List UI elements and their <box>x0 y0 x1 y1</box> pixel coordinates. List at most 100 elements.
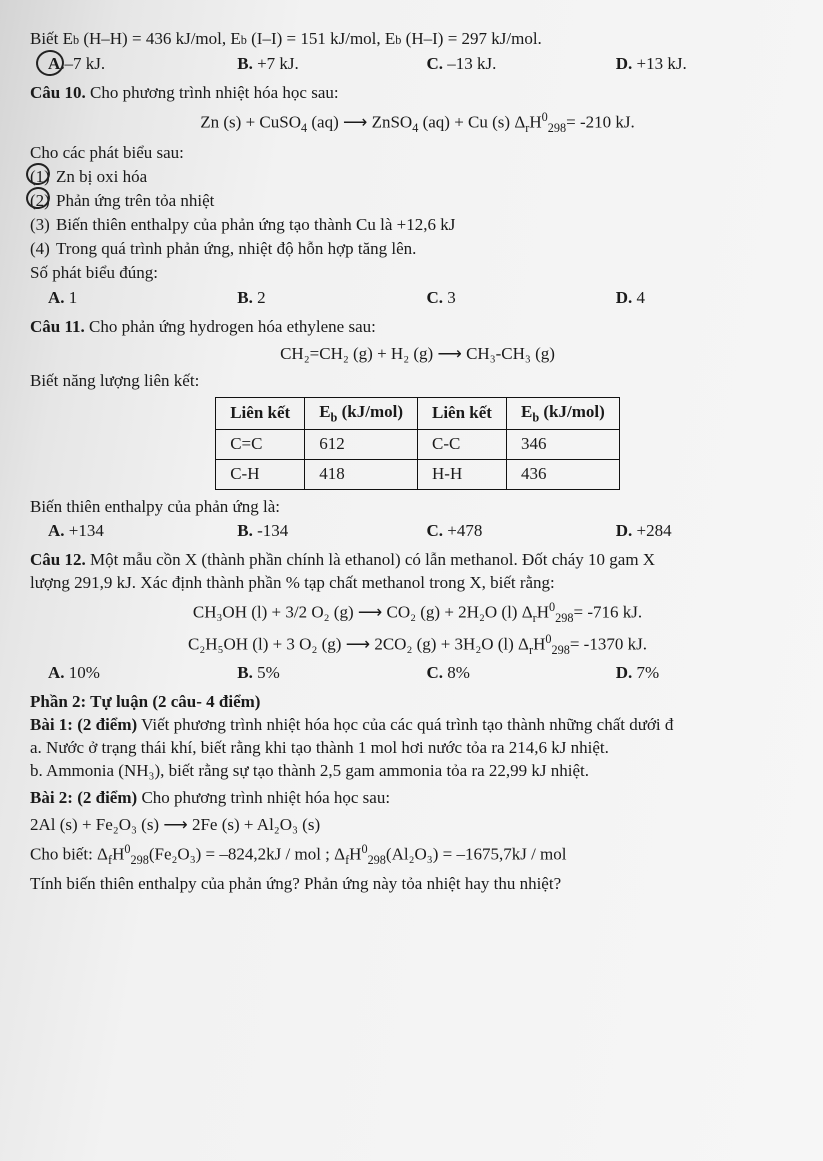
q11-title: Câu 11. <box>30 317 85 336</box>
sub-b: b <box>73 32 79 49</box>
q12-text2: lượng 291,9 kJ. Xác định thành phần % tạ… <box>30 572 805 595</box>
q12-eq2: C₂H₅OH (l) + 3 O₂ (g) ⟶ 2CO₂ (g) + 3H₂O … <box>30 631 805 659</box>
q11-lb: B. <box>237 521 253 540</box>
q10-oa: 1 <box>69 288 78 307</box>
b2-fev: = –824,2kJ / mol ; Δ <box>201 845 345 864</box>
q12-opt-b: B. 5% <box>237 662 426 685</box>
b1-b: b. Ammonia (NH₃), biết rằng sự tạo thành… <box>30 760 805 783</box>
stmt-number: (4) <box>30 238 56 261</box>
q12-lc: C. <box>427 663 444 682</box>
q10-298: 298 <box>548 121 566 135</box>
q12-eq1-l: CH₃OH (l) + 3/2 O₂ (g) ⟶ CO₂ (g) + 2H₂O … <box>193 603 533 622</box>
b1-title: Bài 1: (2 điểm) <box>30 715 137 734</box>
table-cell: 612 <box>305 429 418 459</box>
statement: (3)Biến thiên enthalpy của phản ứng tạo … <box>30 214 805 237</box>
b2-2981: 298 <box>130 853 148 867</box>
q10-opt-b: B. 2 <box>237 287 426 310</box>
b1-text: Viết phương trình nhiệt hóa học của các … <box>141 715 673 734</box>
b2-fe: (Fe₂O₃) <box>149 845 201 864</box>
statement: (1)Zn bị oxi hóa <box>30 166 805 189</box>
q11-opt-b: B. -134 <box>237 520 426 543</box>
q12-options: A. 10% B. 5% C. 8% D. 7% <box>30 662 805 685</box>
bai-2: Bài 2: (2 điểm) Cho phương trình nhiệt h… <box>30 787 805 810</box>
opt-d: D. +13 kJ. <box>616 53 805 76</box>
eb-1: E <box>230 28 240 51</box>
b2-text: Cho phương trình nhiệt hóa học sau: <box>141 788 390 807</box>
exam-page: Biết Eb (H–H) = 436 kJ/mol, Eb (I–I) = 1… <box>0 0 823 1161</box>
q10-ob: 2 <box>257 288 266 307</box>
table-cell: 418 <box>305 459 418 489</box>
table-header: Eb (kJ/mol) <box>305 397 418 429</box>
q11-opt-d: D. +284 <box>616 520 805 543</box>
q12-eq1-v: = -716 kJ. <box>573 603 642 622</box>
pair-0: (H–H) <box>83 28 127 51</box>
q12-e1-H: H <box>537 603 549 622</box>
q11-lc: C. <box>427 521 444 540</box>
opt-b: B. +7 kJ. <box>237 53 426 76</box>
question-11: Câu 11. Cho phản ứng hydrogen hóa ethyle… <box>30 316 805 339</box>
b2-given: Cho biết: ΔfH0298(Fe₂O₃) = –824,2kJ / mo… <box>30 841 805 869</box>
opt-c-text: –13 kJ. <box>447 54 496 73</box>
q12-oc: 8% <box>447 663 470 682</box>
opt-a: A.–7 kJ. <box>30 53 237 76</box>
q11-ask: Biến thiên enthalpy của phản ứng là: <box>30 496 805 519</box>
bond-energy-table: Liên kếtEb (kJ/mol)Liên kếtEb (kJ/mol) C… <box>215 397 620 490</box>
q11-opt-a: A. +134 <box>30 520 237 543</box>
q12-lb: B. <box>237 663 253 682</box>
label-d: D. <box>616 54 633 73</box>
table-header: Liên kết <box>418 397 507 429</box>
eb-2: E <box>385 28 395 51</box>
q12-opt-d: D. 7% <box>616 662 805 685</box>
label-a: A. <box>48 54 65 73</box>
table-row: C-H418H-H436 <box>216 459 620 489</box>
q10-statements: (1)Zn bị oxi hóa(2)Phản ứng trên tỏa nhi… <box>30 166 805 261</box>
table-cell: H-H <box>418 459 507 489</box>
q12-ob: 5% <box>257 663 280 682</box>
b2-alv: = –1675,7kJ / mol <box>438 845 566 864</box>
stmt-number: (3) <box>30 214 56 237</box>
q10-eq-r: (aq) + Cu (s) Δ <box>418 112 525 131</box>
q10-opt-d: D. 4 <box>616 287 805 310</box>
q11-oc: +478 <box>447 521 482 540</box>
question-10: Câu 10. Cho phương trình nhiệt hóa học s… <box>30 82 805 105</box>
q11-equation: CH₂=CH₂ (g) + H₂ (g) ⟶ CH₃-CH₃ (g) <box>30 343 805 366</box>
label-b: B. <box>237 54 253 73</box>
opt-a-text: –7 kJ. <box>65 54 106 73</box>
stmt-text: Biến thiên enthalpy của phản ứng tạo thà… <box>56 215 455 234</box>
b2-gpre: Cho biết: Δ <box>30 845 108 864</box>
q10-val: = -210 kJ. <box>566 112 635 131</box>
q11-oa: +134 <box>69 521 104 540</box>
q10-equation: Zn (s) + CuSO4 (aq) ⟶ ZnSO4 (aq) + Cu (s… <box>30 109 805 137</box>
table-cell: C=C <box>216 429 305 459</box>
table-cell: 436 <box>506 459 619 489</box>
q11-la: A. <box>48 521 65 540</box>
b2-H1: H <box>112 845 124 864</box>
table-header: Eb (kJ/mol) <box>506 397 619 429</box>
stmt-text: Zn bị oxi hóa <box>56 167 147 186</box>
val-1: = 151 kJ/mol, <box>287 28 381 51</box>
q11-ld: D. <box>616 521 633 540</box>
val-0: = 436 kJ/mol, <box>132 28 226 51</box>
pair-1: (I–I) <box>251 28 282 51</box>
part2-heading: Phần 2: Tự luận (2 câu- 4 điểm) <box>30 691 805 714</box>
given-bond-energies: Biết Eb (H–H) = 436 kJ/mol, Eb (I–I) = 1… <box>30 28 805 51</box>
q10-opt-a: A. 1 <box>30 287 237 310</box>
q10-lc: C. <box>427 288 444 307</box>
table-row: C=C612C-C346 <box>216 429 620 459</box>
q10-oc: 3 <box>447 288 456 307</box>
table-cell: 346 <box>506 429 619 459</box>
q12-opt-a: A. 10% <box>30 662 237 685</box>
table-cell: C-C <box>418 429 507 459</box>
q12-title: Câu 12. <box>30 550 86 569</box>
stmt-text: Trong quá trình phản ứng, nhiệt độ hỗn h… <box>56 239 416 258</box>
q10-stmt-intro: Cho các phát biểu sau: <box>30 142 805 165</box>
sub-b-2: b <box>395 32 401 49</box>
q11-opt-c: C. +478 <box>427 520 616 543</box>
q12-la: A. <box>48 663 65 682</box>
b2-H2: H <box>349 845 361 864</box>
q11-od: +284 <box>637 521 672 540</box>
q12-eq2-l: C₂H₅OH (l) + 3 O₂ (g) ⟶ 2CO₂ (g) + 3H₂O … <box>188 635 529 654</box>
opt-d-text: +13 kJ. <box>637 54 687 73</box>
q10-la: A. <box>48 288 65 307</box>
q10-eq-m: (aq) ⟶ ZnSO <box>307 112 412 131</box>
